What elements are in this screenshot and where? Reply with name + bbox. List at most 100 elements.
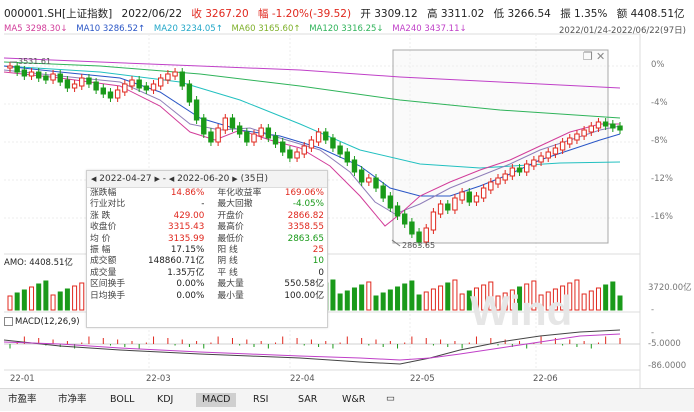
quote-date: 2022/06/22 — [121, 8, 183, 20]
stat-label: 最高价 — [217, 222, 244, 233]
candle — [559, 141, 566, 151]
candle — [380, 185, 386, 199]
volume-bar — [509, 289, 515, 311]
volume-bar — [351, 287, 357, 311]
tab-pe[interactable]: 市盈率 — [8, 394, 37, 405]
candle — [366, 177, 372, 183]
change-value: 幅 -1.20%(-39.52) — [258, 8, 352, 20]
stat-value: 2866.82 — [287, 210, 324, 221]
candle — [581, 129, 587, 137]
candle — [330, 137, 336, 149]
candle — [552, 147, 559, 155]
candle — [129, 79, 135, 87]
next-end-icon[interactable]: ▶ — [232, 175, 238, 183]
indicator-tab-bar: 市盈率 市净率 BOLL KDJ MACD RSI SAR W&R ▭ — [0, 388, 694, 411]
candle — [387, 195, 394, 209]
stat-label: 最低价 — [217, 233, 244, 244]
candle — [165, 73, 171, 81]
end-date[interactable]: 2022-06-20 — [177, 174, 230, 184]
stat-label: 阴 线 — [217, 256, 238, 267]
stat-value: 25 — [312, 245, 324, 256]
start-date[interactable]: 2022-04-27 — [99, 174, 152, 184]
restore-icon: ❐ — [583, 50, 593, 63]
candle — [193, 99, 200, 121]
stats-table: 涨跌幅 14.86% 年化收益率 169.06% 行业对比 - 最大回撤 -4.05% 涨 跌 4… — [87, 188, 327, 302]
volume-bar — [495, 295, 501, 311]
prev-end-icon[interactable]: ◀ — [168, 175, 175, 183]
tab-kdj[interactable]: KDJ — [157, 394, 174, 405]
y-tick-0: 0% — [651, 60, 665, 70]
volume-bar — [517, 286, 523, 311]
tab-boll[interactable]: BOLL — [110, 394, 135, 405]
tab-wr[interactable]: W&R — [342, 394, 366, 405]
candle — [308, 139, 315, 149]
candle — [473, 195, 480, 203]
stat-label: 区间换手 — [90, 279, 126, 290]
candle — [280, 141, 286, 153]
stats-row: 均 价 3135.99 最低价 2863.65 — [87, 234, 327, 245]
interval-stats-panel[interactable]: ◀ 2022-04-27 ▶ - ◀ 2022-06-20 ▶ (35日) 涨跌… — [86, 170, 328, 328]
tab-pb[interactable]: 市净率 — [58, 394, 87, 405]
candle — [437, 203, 444, 215]
stat-value: 169.06% — [284, 188, 324, 198]
macd-checkbox-icon — [4, 317, 13, 326]
candle — [567, 137, 573, 145]
stat-value: 3358.55 — [287, 222, 324, 233]
volume-bar — [395, 286, 401, 311]
close-icon: ✕ — [596, 50, 605, 63]
volume-bar — [567, 282, 573, 311]
volume-axis-neg: - — [651, 305, 655, 315]
x-tick-2: 22-04 — [290, 374, 315, 384]
candle — [617, 125, 623, 131]
tab-macd[interactable]: MACD — [196, 393, 237, 407]
candle — [251, 133, 257, 143]
candle — [588, 125, 594, 133]
volume-bar — [359, 284, 365, 311]
tab-sar[interactable]: SAR — [298, 394, 318, 405]
candle — [201, 117, 207, 135]
stat-value: 17.15% — [170, 245, 205, 256]
next-start-icon[interactable]: ▶ — [154, 175, 160, 183]
candle — [100, 87, 106, 95]
candle — [136, 79, 142, 89]
ma240-line — [3, 57, 621, 89]
macd-axis-top: -5.0000 — [648, 339, 681, 349]
candle — [122, 83, 128, 93]
candle — [344, 151, 350, 163]
close-price: 收 3267.20 — [191, 8, 249, 20]
ma120-label: MA120 3316.25↓ — [309, 24, 384, 34]
more-tabs-icon[interactable]: ▭ — [386, 393, 395, 404]
stats-row: 成交量 1.35万亿 平 线 0 — [87, 268, 327, 279]
high-price: 高 3311.02 — [427, 8, 485, 20]
low-annotation: 2863.65 — [402, 241, 435, 250]
volume-bar — [337, 293, 343, 311]
candle — [244, 131, 250, 143]
stat-label: 成交额 — [90, 256, 117, 267]
volume-bar — [402, 283, 408, 311]
high-annotation: 3531.61 — [18, 57, 51, 66]
volume-bar — [72, 285, 78, 311]
volume-bar — [330, 279, 336, 311]
ma60-label: MA60 3165.60↑ — [231, 24, 301, 34]
volume-bar — [344, 290, 350, 311]
volume-bar — [452, 279, 458, 311]
stat-label: 振 幅 — [90, 245, 111, 256]
date-range: 2022/01/24-2022/06/22(97日) — [559, 26, 686, 36]
volume-bar — [423, 291, 429, 311]
day-count: (35日) — [240, 174, 269, 184]
stat-label: 涨跌幅 — [90, 188, 117, 198]
candle — [416, 231, 422, 243]
candle — [394, 205, 401, 217]
volume-bar — [481, 284, 487, 311]
candle — [524, 163, 530, 173]
stat-label: 最大回撤 — [217, 199, 253, 210]
volume-bar — [438, 285, 444, 311]
volume-bar — [473, 287, 479, 311]
volume-bar — [50, 294, 56, 311]
prev-start-icon[interactable]: ◀ — [91, 175, 97, 183]
candle — [179, 71, 185, 87]
stat-label: 平 线 — [217, 267, 238, 278]
open-price: 开 3309.12 — [360, 8, 418, 20]
tab-rsi[interactable]: RSI — [253, 394, 269, 405]
stats-row: 日均换手 0.00% 最小量 100.00亿 — [87, 291, 327, 302]
